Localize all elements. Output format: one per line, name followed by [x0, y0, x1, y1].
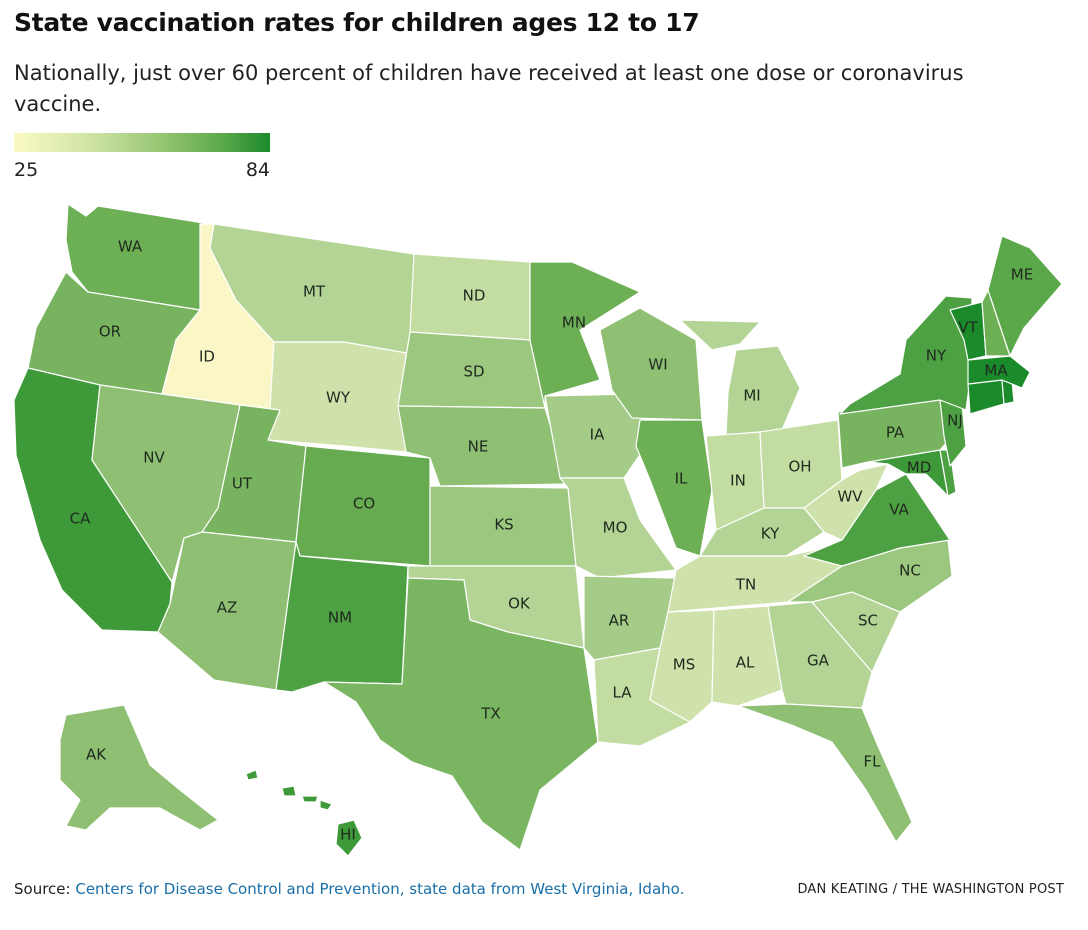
state-label-NJ: NJ: [947, 412, 963, 430]
state-label-NC: NC: [899, 562, 921, 580]
state-label-SD: SD: [463, 363, 484, 381]
state-label-IN: IN: [730, 472, 746, 490]
state-label-UT: UT: [232, 475, 253, 493]
source-link[interactable]: Centers for Disease Control and Preventi…: [75, 880, 685, 898]
state-ME[interactable]: [987, 235, 1063, 357]
state-AL[interactable]: [711, 605, 783, 707]
state-label-KY: KY: [761, 525, 780, 543]
state-WV[interactable]: [803, 463, 889, 541]
state-HI[interactable]: [245, 769, 363, 857]
state-CT[interactable]: [967, 379, 1005, 415]
byline-credit: DAN KEATING / THE WASHINGTON POST: [797, 882, 1064, 897]
state-label-NY: NY: [926, 347, 947, 365]
state-FL[interactable]: [737, 703, 913, 843]
state-labels: WA OR CA ID NV MT WY UT AZ CO NM ND SD N…: [70, 238, 1034, 844]
state-label-WY: WY: [326, 389, 351, 407]
chart-title: State vaccination rates for children age…: [14, 8, 700, 37]
state-label-WI: WI: [648, 356, 667, 374]
legend-max-label: 84: [245, 159, 270, 181]
state-label-MO: MO: [603, 519, 628, 537]
state-label-NM: NM: [328, 609, 352, 627]
state-label-GA: GA: [807, 652, 830, 670]
state-label-CO: CO: [353, 495, 375, 513]
state-label-MT: MT: [303, 283, 326, 301]
color-legend: 25 84: [14, 133, 270, 181]
state-label-KS: KS: [494, 516, 513, 534]
state-MN[interactable]: [529, 261, 641, 409]
state-label-IA: IA: [590, 426, 605, 444]
state-label-CA: CA: [70, 510, 91, 528]
state-label-IL: IL: [675, 470, 688, 488]
state-label-MS: MS: [673, 656, 695, 674]
state-label-PA: PA: [886, 424, 905, 442]
legend-gradient-bar: [14, 133, 270, 152]
state-label-FL: FL: [864, 753, 882, 771]
legend-min-label: 25: [14, 159, 39, 181]
state-label-MD: MD: [907, 459, 932, 477]
state-VT[interactable]: [949, 301, 987, 361]
state-label-TX: TX: [480, 705, 500, 723]
state-label-AR: AR: [609, 612, 630, 630]
state-AK[interactable]: [59, 704, 219, 831]
state-label-OR: OR: [99, 323, 121, 341]
state-label-VT: VT: [958, 319, 978, 337]
state-label-MA: MA: [984, 362, 1008, 380]
state-label-AL: AL: [736, 654, 755, 672]
state-label-WV: WV: [837, 488, 863, 506]
state-label-ND: ND: [463, 287, 486, 305]
state-label-WA: WA: [118, 238, 143, 256]
state-label-LA: LA: [613, 684, 633, 702]
state-shapes: [13, 203, 1063, 857]
state-WY[interactable]: [267, 341, 413, 453]
state-AZ[interactable]: [157, 531, 297, 691]
state-label-ME: ME: [1011, 266, 1033, 284]
state-label-HI: HI: [340, 826, 356, 844]
state-label-VA: VA: [889, 501, 909, 519]
state-label-AZ: AZ: [217, 599, 238, 617]
source-prefix: Source:: [14, 880, 76, 898]
state-label-OH: OH: [788, 458, 811, 476]
source-note: Source: Centers for Disease Control and …: [14, 880, 684, 898]
state-label-ID: ID: [199, 348, 215, 366]
state-label-MN: MN: [562, 314, 586, 332]
state-label-TN: TN: [735, 576, 756, 594]
state-TX[interactable]: [323, 577, 599, 851]
state-label-SC: SC: [858, 612, 878, 630]
state-label-NV: NV: [143, 449, 165, 467]
state-label-OK: OK: [508, 595, 531, 613]
state-IL[interactable]: [635, 419, 713, 557]
state-label-NE: NE: [468, 438, 489, 456]
state-label-AK: AK: [86, 746, 107, 764]
state-CO[interactable]: [295, 445, 431, 567]
chart-subtitle: Nationally, just over 60 percent of chil…: [14, 61, 964, 116]
state-MO[interactable]: [559, 477, 677, 579]
state-label-MI: MI: [743, 387, 760, 405]
